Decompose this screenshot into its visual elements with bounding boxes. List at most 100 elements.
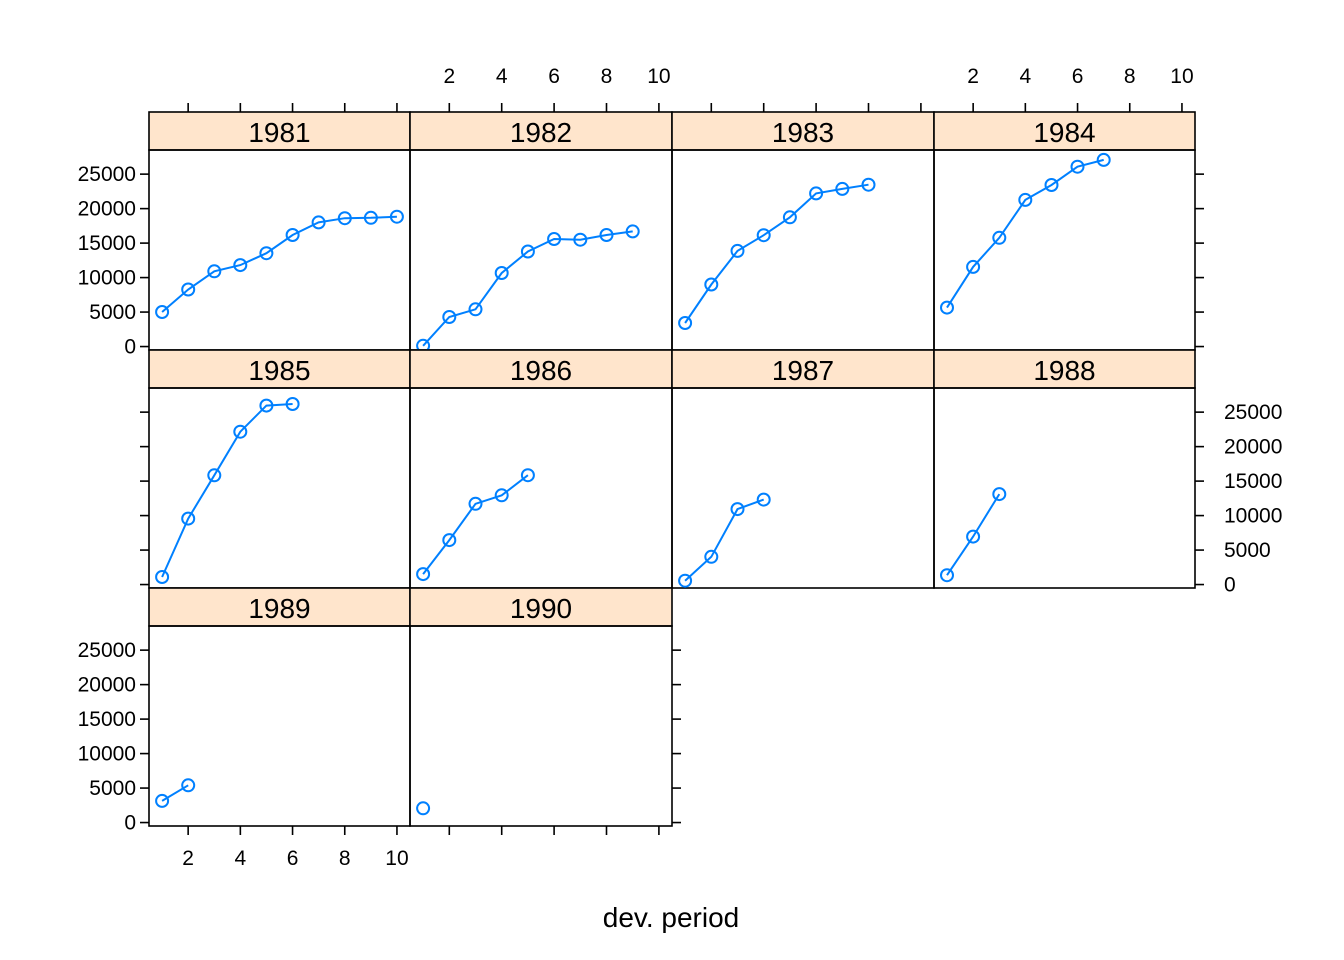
- data-point-1982-8: [599, 228, 614, 242]
- x-tick-label-bottom-col1-8: 8: [339, 847, 351, 870]
- strip-1984: [933, 111, 1196, 151]
- data-point-1989-2: [181, 778, 196, 793]
- data-point-1981-10: [389, 209, 404, 224]
- strip-1981: [148, 111, 411, 151]
- panels-layer: 1981 1982 1983 1984 1985 1986 1987 1988 1989 1990: [148, 111, 1196, 827]
- x-tick-label-bottom-col1-6: 6: [287, 847, 299, 870]
- strip-1988: [933, 349, 1196, 389]
- strip-label-1982: 1982: [510, 117, 572, 148]
- data-point-1981-8: [337, 211, 352, 226]
- data-point-1985-1: [155, 570, 170, 584]
- data-point-1981-7: [311, 215, 326, 230]
- data-point-1981-1: [155, 305, 170, 319]
- data-point-1982-7: [573, 232, 588, 247]
- strip-label-1981: 1981: [248, 117, 310, 148]
- y-tick-label-right-row2-10000: 10000: [1224, 505, 1282, 528]
- data-point-1987-3: [730, 502, 745, 517]
- strip-label-1984: 1984: [1033, 117, 1095, 148]
- data-point-1983-4: [756, 228, 771, 243]
- panel-1985: 1985: [148, 349, 411, 589]
- data-point-1984-1: [940, 300, 954, 315]
- y-tick-label-left-row3-0: 0: [124, 812, 136, 835]
- data-point-1986-1: [416, 567, 431, 582]
- data-point-1988-3: [992, 487, 1007, 502]
- x-tick-label-top-col4-8: 8: [1124, 65, 1136, 88]
- data-point-1983-6: [809, 186, 824, 201]
- series-line-1989: [161, 784, 189, 802]
- series-line-1981: [161, 215, 397, 313]
- y-tick-label-left-row1-15000: 15000: [78, 232, 136, 255]
- data-point-1982-4: [494, 266, 509, 280]
- data-point-1981-4: [233, 258, 248, 273]
- x-tick-label-top-col4-2: 2: [967, 65, 979, 88]
- series-line-1984: [946, 158, 1104, 309]
- x-tick-label-top-col4-10: 10: [1170, 65, 1193, 88]
- strip-1986: [409, 349, 673, 389]
- y-tick-label-left-row1-25000: 25000: [78, 163, 136, 186]
- panel-1988: 1988: [933, 349, 1196, 589]
- data-point-1984-5: [1044, 178, 1059, 192]
- y-tick-label-left-row1-10000: 10000: [78, 267, 136, 290]
- data-point-1981-9: [363, 210, 378, 225]
- x-tick-label-top-col2-2: 2: [443, 65, 455, 88]
- y-tick-label-right-row2-15000: 15000: [1224, 470, 1282, 493]
- data-point-1986-2: [442, 533, 457, 548]
- x-axis-title: dev. period: [603, 902, 739, 933]
- data-point-1985-5: [259, 398, 274, 413]
- data-point-1987-4: [756, 492, 771, 507]
- x-tick-label-bottom-col1-4: 4: [235, 847, 247, 870]
- y-tick-label-right-row2-5000: 5000: [1224, 539, 1271, 562]
- strip-1983: [671, 111, 935, 151]
- data-point-1990-1: [416, 801, 431, 816]
- y-tick-label-right-row2-25000: 25000: [1224, 401, 1282, 424]
- data-point-1981-5: [259, 246, 274, 261]
- series-line-1983: [684, 183, 869, 324]
- data-point-1983-1: [678, 316, 693, 330]
- series-line-1987: [684, 498, 765, 582]
- strip-1982: [409, 111, 673, 151]
- x-tick-label-bottom-col1-2: 2: [182, 847, 194, 870]
- y-tick-label-left-row3-20000: 20000: [78, 674, 136, 697]
- strip-label-1985: 1985: [248, 355, 310, 386]
- panel-frame-1985: [148, 387, 411, 589]
- data-point-1983-2: [704, 277, 719, 292]
- data-point-1981-3: [207, 264, 222, 279]
- x-tick-label-top-col4-6: 6: [1072, 65, 1084, 88]
- panel-1983: 1983: [671, 111, 935, 351]
- y-tick-label-right-row2-0: 0: [1224, 574, 1236, 597]
- data-point-1983-3: [730, 243, 745, 258]
- panel-1986: 1986: [409, 349, 673, 589]
- strip-label-1988: 1988: [1033, 355, 1095, 386]
- data-point-1984-2: [966, 259, 981, 274]
- data-point-1982-9: [625, 224, 640, 239]
- strip-label-1983: 1983: [772, 117, 834, 148]
- y-tick-label-left-row3-15000: 15000: [78, 708, 136, 731]
- data-point-1982-2: [442, 310, 457, 324]
- data-point-1988-1: [940, 568, 954, 583]
- data-point-1982-5: [520, 244, 535, 259]
- y-tick-label-left-row1-5000: 5000: [89, 301, 136, 324]
- panel-1982: 1982: [409, 111, 673, 353]
- x-tick-label-top-col2-4: 4: [496, 65, 508, 88]
- strip-label-1987: 1987: [772, 355, 834, 386]
- panel-frame-1988: [933, 387, 1196, 589]
- series-line-1986: [422, 474, 529, 575]
- panel-frame-1989: [148, 625, 411, 827]
- strip-1989: [148, 587, 411, 627]
- axes-layer: 2 4 6 8 10 2 4 6 8 10 2 4 6 8 10 0 5000 10000 15000 20000 25…: [78, 65, 1283, 870]
- data-point-1981-2: [181, 282, 196, 297]
- y-tick-label-left-row3-25000: 25000: [78, 639, 136, 662]
- strip-label-1990: 1990: [510, 593, 572, 624]
- series-line-1985: [161, 403, 293, 578]
- data-point-1985-4: [233, 424, 248, 439]
- data-point-1985-3: [207, 468, 222, 483]
- data-point-1988-2: [966, 529, 981, 544]
- data-point-1984-7: [1096, 152, 1111, 167]
- data-point-1987-2: [704, 549, 719, 564]
- data-point-1982-3: [468, 302, 483, 317]
- series-line-1988: [946, 493, 1001, 576]
- y-tick-label-left-row3-5000: 5000: [89, 777, 136, 800]
- strip-label-1989: 1989: [248, 593, 310, 624]
- x-tick-label-top-col2-8: 8: [601, 65, 613, 88]
